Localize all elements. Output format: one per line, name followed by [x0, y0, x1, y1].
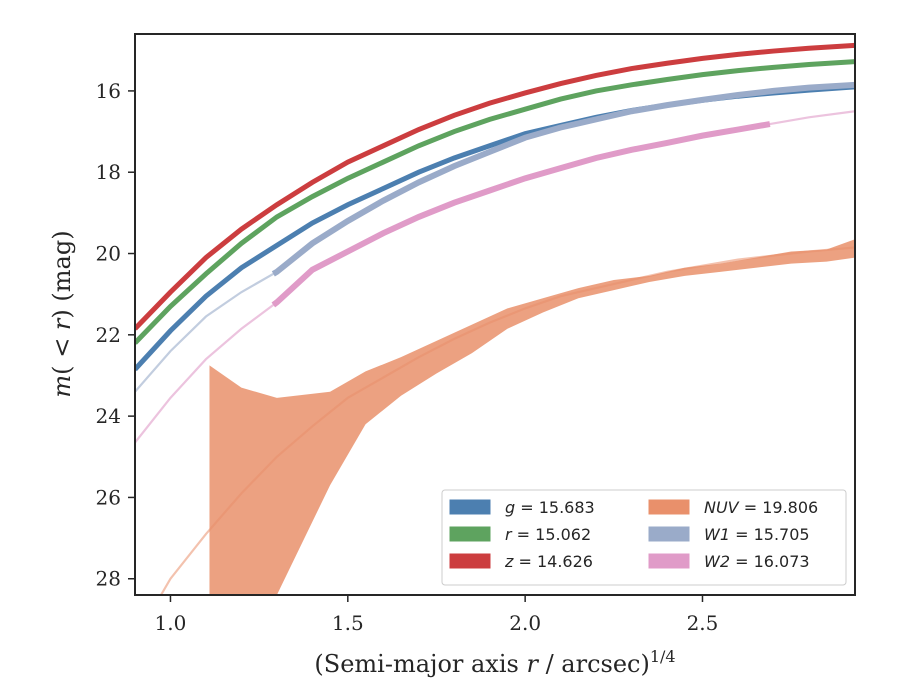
x-axis-label: (Semi-major axis r / arcsec)1/4	[314, 647, 675, 678]
series-z-data-line	[135, 42, 855, 331]
legend-label-nuv: NUV = 19.806	[704, 498, 818, 517]
y-axis-label-paren: (	[48, 365, 76, 374]
plot-frame	[134, 33, 856, 596]
legend-swatch-nuv	[648, 499, 690, 515]
y-tick-label: 26	[96, 485, 121, 509]
legend-label-g: g = 15.683	[505, 498, 595, 517]
y-axis-label-unit: (mag)	[48, 230, 76, 309]
x-tick-label: 2.0	[509, 611, 541, 635]
y-tick-label: 22	[96, 323, 121, 347]
series-layer	[135, 42, 855, 595]
legend-swatch-r	[449, 526, 491, 542]
legend-label-var: r	[505, 525, 513, 544]
legend-label-var: W2	[704, 552, 730, 571]
legend-label-value: = 16.073	[730, 552, 810, 571]
legend-label-value: = 19.806	[739, 498, 819, 517]
x-axis-label-suffix: / arcsec)	[538, 650, 650, 678]
y-axis-label-m: m	[48, 375, 76, 398]
x-axis-label-prefix: (Semi-major axis	[314, 650, 526, 678]
y-axis-label: m( < r) (mag)	[48, 230, 76, 397]
y-axis-label-lt: <	[48, 330, 76, 365]
legend-swatch-w2	[648, 553, 690, 569]
y-tick-label: 16	[96, 79, 121, 103]
legend-label-z: z = 14.626	[504, 552, 593, 571]
legend-label-var: W1	[704, 525, 730, 544]
legend-label-r: r = 15.062	[505, 525, 591, 544]
legend-label-var: NUV	[704, 498, 740, 517]
x-axis-label-var: r	[526, 650, 539, 678]
series-nuv-model-line	[159, 246, 855, 595]
series-w1-data-line	[271, 81, 855, 277]
series-nuv-band	[209, 239, 855, 595]
legend-swatch-g	[449, 499, 491, 515]
legend-label-var: g	[505, 498, 515, 517]
series-w2-data-line	[271, 121, 771, 308]
y-tick-label: 28	[96, 567, 121, 591]
legend-label-value: = 14.626	[513, 552, 593, 571]
series-r-data-line	[135, 59, 855, 345]
legend-label-w2: W2 = 16.073	[704, 552, 810, 571]
y-axis-label-r: r	[48, 317, 76, 330]
y-tick-label: 20	[96, 242, 121, 266]
legend-box	[441, 489, 847, 586]
legend-label-w1: W1 = 15.705	[704, 525, 810, 544]
x-tick-label: 2.5	[687, 611, 719, 635]
legend-label-value: = 15.683	[515, 498, 595, 517]
legend-swatch-w1	[648, 526, 690, 542]
y-axis-label-close: )	[48, 309, 76, 318]
legend-label-value: = 15.062	[512, 525, 592, 544]
x-tick-label: 1.0	[155, 611, 187, 635]
legend-swatch-z	[449, 553, 491, 569]
y-tick-label: 24	[96, 404, 121, 428]
legend-label-value: = 15.705	[730, 525, 810, 544]
legend-label-var: z	[504, 552, 514, 571]
y-tick-label: 18	[96, 160, 121, 184]
ticks-layer: 1.0 1.5 2.0 2.5 16 18 20 22 24 26 28	[96, 79, 719, 635]
x-axis-label-exponent: 1/4	[650, 647, 676, 666]
x-tick-label: 1.5	[332, 611, 364, 635]
